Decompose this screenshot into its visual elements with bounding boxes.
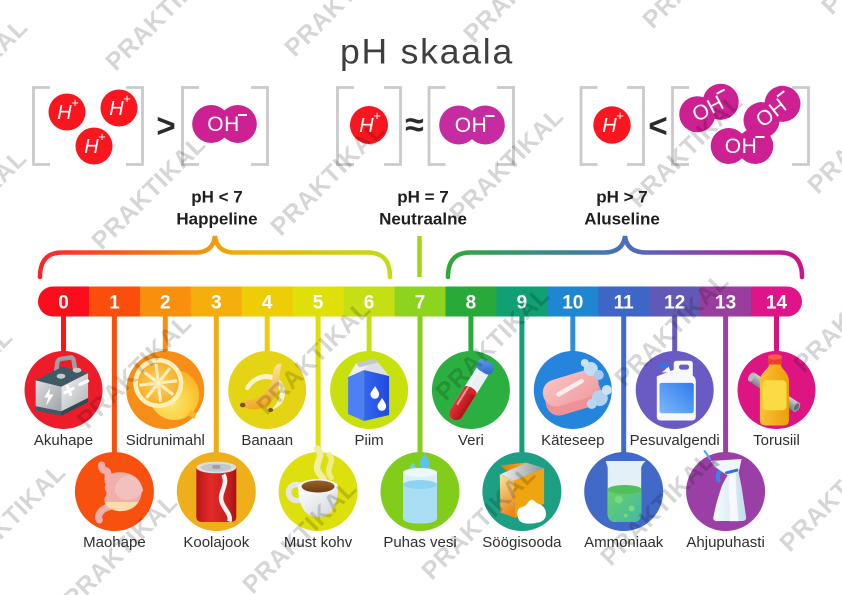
svg-text:PRAKTIKAL: PRAKTIKAL [774,432,842,557]
svg-text:+: + [98,129,106,144]
svg-text:Käteseep: Käteseep [541,432,604,449]
svg-text:PRAKTIKAL: PRAKTIKAL [816,0,842,20]
svg-text:<: < [648,107,667,144]
svg-text:Pesuvalgendi: Pesuvalgendi [630,432,720,449]
svg-text:11: 11 [614,293,635,314]
svg-text:PRAKTIKAL: PRAKTIKAL [0,13,33,138]
svg-text:pH < 7: pH < 7 [191,188,243,207]
svg-text:PRAKTIKAL: PRAKTIKAL [265,116,390,241]
svg-text:Puhas vesi: Puhas vesi [383,534,456,551]
svg-text:Koolajook: Koolajook [183,534,249,551]
svg-text:0: 0 [58,293,69,314]
svg-text:13: 13 [715,293,736,314]
svg-text:H: H [602,115,617,137]
svg-text:PRAKTIKAL: PRAKTIKAL [0,323,18,448]
svg-text:PRAKTIKAL: PRAKTIKAL [0,458,71,583]
svg-text:+: + [616,108,624,123]
svg-text:Happeline: Happeline [176,210,257,229]
svg-text:Torusiil: Torusiil [753,432,800,449]
svg-text:≈: ≈ [405,106,424,144]
svg-text:>: > [156,107,175,144]
svg-text:Veri: Veri [458,432,484,449]
svg-text:pH = 7: pH = 7 [397,188,449,207]
svg-text:4: 4 [262,293,273,314]
svg-text:Banaan: Banaan [241,432,293,449]
svg-text:Ammoniaak: Ammoniaak [584,534,664,551]
svg-text:pH > 7: pH > 7 [596,188,648,207]
svg-text:Sidrunimahl: Sidrunimahl [126,432,205,449]
svg-text:Neutraalne: Neutraalne [379,210,467,229]
svg-text:Maohape: Maohape [83,534,146,551]
svg-text:5: 5 [313,293,324,314]
svg-text:Piim: Piim [355,432,384,449]
svg-text:3: 3 [211,293,222,314]
svg-text:H: H [359,115,374,137]
svg-text:PRAKTIKAL: PRAKTIKAL [637,0,762,34]
svg-text:+: + [373,108,381,123]
svg-text:H: H [57,102,72,124]
svg-text:PRAKTIKAL: PRAKTIKAL [458,0,583,48]
svg-text:10: 10 [562,293,583,314]
svg-text:Must kohv: Must kohv [284,534,353,551]
svg-text:OH: OH [455,114,488,137]
svg-text:9: 9 [517,293,528,314]
svg-text:12: 12 [664,293,685,314]
svg-text:H: H [84,136,99,158]
svg-text:PRAKTIKAL: PRAKTIKAL [0,144,32,269]
svg-text:Aluseline: Aluseline [584,210,660,229]
svg-text:OH: OH [725,135,758,158]
svg-text:6: 6 [364,293,375,314]
svg-text:PRAKTIKAL: PRAKTIKAL [788,253,842,378]
svg-text:7: 7 [415,293,426,314]
svg-text:Akuhape: Akuhape [34,432,93,449]
svg-text:pH skaala: pH skaala [340,32,514,72]
svg-text:H: H [109,98,124,120]
svg-text:1: 1 [109,293,120,314]
svg-text:OH: OH [207,113,240,136]
svg-text:Ahjupuhasti: Ahjupuhasti [686,534,764,551]
svg-text:8: 8 [466,293,477,314]
svg-text:+: + [123,91,131,106]
svg-text:2: 2 [160,293,171,314]
svg-text:PRAKTIKAL: PRAKTIKAL [100,0,225,76]
svg-text:+: + [71,95,79,110]
svg-text:14: 14 [766,293,788,314]
svg-text:Söögisooda: Söögisooda [482,534,562,551]
